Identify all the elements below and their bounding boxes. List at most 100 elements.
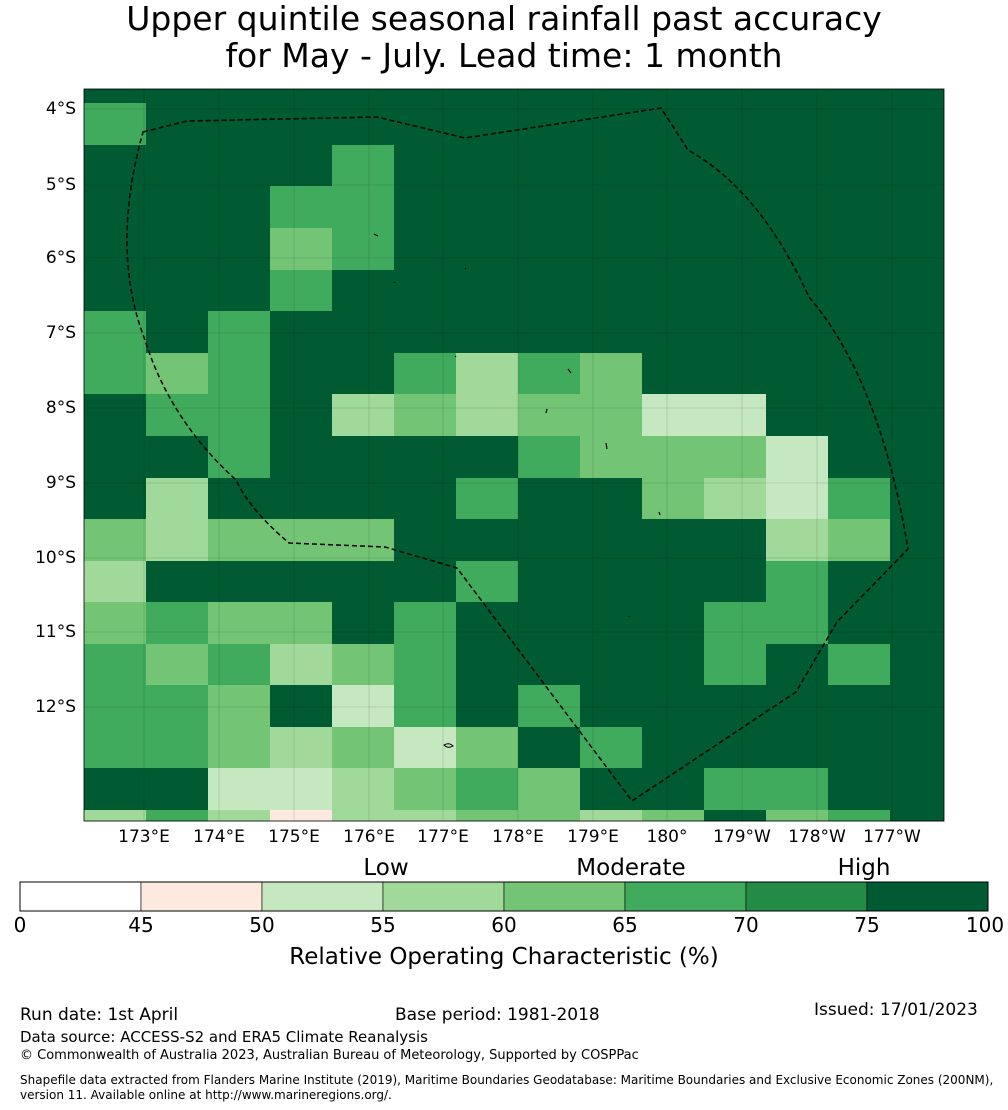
map-grid-cell: [580, 644, 643, 686]
map-grid-cell: [642, 311, 705, 354]
map-grid-cell: [828, 353, 891, 395]
map-grid-cell: [704, 436, 767, 479]
map-grid-cell: [270, 602, 333, 645]
map-grid-cell: [704, 311, 767, 354]
colorbar-tick-label: 50: [249, 913, 275, 937]
map-frame: [83, 88, 945, 822]
map-grid-cell: [270, 519, 333, 562]
map-grid-cell: [270, 810, 333, 822]
map-grid-cell: [890, 228, 944, 271]
map-grid-cell: [890, 270, 944, 312]
map-grid-cell: [146, 644, 209, 686]
legend-category-moderate: Moderate: [576, 855, 686, 881]
map-grid-cell: [828, 768, 891, 811]
map-grid-cell: [518, 145, 581, 187]
map-grid-cell: [518, 103, 581, 146]
map-grid-cell: [270, 685, 333, 728]
map-grid-cell: [270, 644, 333, 686]
map-grid-cell: [208, 561, 271, 603]
map-grid-cell: [208, 436, 271, 479]
map-grid-cell: [518, 353, 581, 395]
map-grid-cell: [518, 186, 581, 229]
lon-label: 176°E: [343, 827, 395, 847]
shapefile-credit-line-1: Shapefile data extracted from Flanders M…: [20, 1073, 994, 1087]
lon-label: 179°E: [567, 827, 619, 847]
map-grid-cell: [766, 103, 829, 146]
lat-label: 5°S: [45, 175, 76, 195]
map-grid-cell: [332, 394, 395, 437]
map-grid-cell: [518, 519, 581, 562]
data-source: Data source: ACCESS-S2 and ERA5 Climate …: [20, 1028, 428, 1046]
base-period: Base period: 1981-2018: [395, 1005, 600, 1025]
map-grid-cell: [580, 478, 643, 520]
lat-label: 11°S: [35, 622, 76, 642]
map-grid-cell: [270, 311, 333, 354]
map-grid-cell: [580, 561, 643, 603]
map-grid-cell: [394, 810, 457, 822]
map-grid-cell: [270, 561, 333, 603]
map-grid-cell: [394, 270, 457, 312]
map-grid-cells: [84, 89, 944, 822]
map-grid-cell: [828, 228, 891, 271]
map-grid-cell: [704, 810, 767, 822]
map-grid-cell: [332, 103, 395, 146]
map-grid-cell: [394, 519, 457, 562]
lon-label: 177°E: [417, 827, 469, 847]
colorbar-bin: [503, 881, 626, 912]
map-grid-cell: [84, 89, 147, 104]
map-grid-cell: [332, 311, 395, 354]
colorbar-tick-label: 65: [612, 913, 638, 937]
map-grid-cell: [704, 145, 767, 187]
map-title-line-1: Upper quintile seasonal rainfall past ac…: [126, 0, 882, 38]
map-grid-cell: [642, 727, 705, 769]
rainfall-accuracy-map: [83, 88, 945, 822]
map-grid-cell: [332, 145, 395, 187]
map-grid-cell: [270, 727, 333, 769]
map-grid-cell: [828, 311, 891, 354]
map-grid-cell: [828, 602, 891, 645]
map-grid-cell: [332, 353, 395, 395]
map-grid-cell: [828, 685, 891, 728]
map-grid-cell: [394, 561, 457, 603]
island-marker: [545, 408, 548, 414]
map-grid-cell: [456, 311, 519, 354]
map-grid-cell: [456, 602, 519, 645]
legend-category-low: Low: [363, 855, 409, 881]
colorbar-tick-label: 55: [370, 913, 396, 937]
map-grid-cell: [828, 394, 891, 437]
map-grid-cell: [642, 478, 705, 520]
map-grid-cell: [84, 228, 147, 271]
lon-label: 178°E: [492, 827, 544, 847]
map-grid-cell: [766, 145, 829, 187]
map-grid-cell: [642, 685, 705, 728]
map-grid-cell: [456, 353, 519, 395]
map-grid-cell: [766, 270, 829, 312]
map-grid-cell: [766, 228, 829, 271]
map-title-line-2: for May - July. Lead time: 1 month: [225, 36, 783, 75]
map-grid-cell: [208, 228, 271, 271]
map-grid-cell: [456, 685, 519, 728]
map-grid-cell: [394, 311, 457, 354]
map-grid-cell: [890, 103, 944, 146]
map-grid-cell: [456, 270, 519, 312]
map-grid-cell: [270, 270, 333, 312]
map-grid-cell: [828, 270, 891, 312]
map-grid-cell: [208, 810, 271, 822]
lat-label: 9°S: [45, 473, 76, 493]
map-grid-cell: [84, 478, 147, 520]
map-grid-cell: [704, 685, 767, 728]
map-grid-cell: [332, 89, 395, 104]
map-grid-cell: [84, 519, 147, 562]
map-grid-cell: [146, 353, 209, 395]
map-grid-cell: [518, 478, 581, 520]
map-grid-cell: [84, 186, 147, 229]
map-grid-cell: [766, 186, 829, 229]
map-grid-cell: [208, 685, 271, 728]
map-grid-cell: [580, 685, 643, 728]
island-markers: [373, 233, 661, 748]
map-grid-cell: [642, 519, 705, 562]
lat-label: 6°S: [45, 248, 76, 268]
map-grid-cell: [208, 89, 271, 104]
map-grid-cell: [828, 145, 891, 187]
map-grid-cell: [580, 519, 643, 562]
